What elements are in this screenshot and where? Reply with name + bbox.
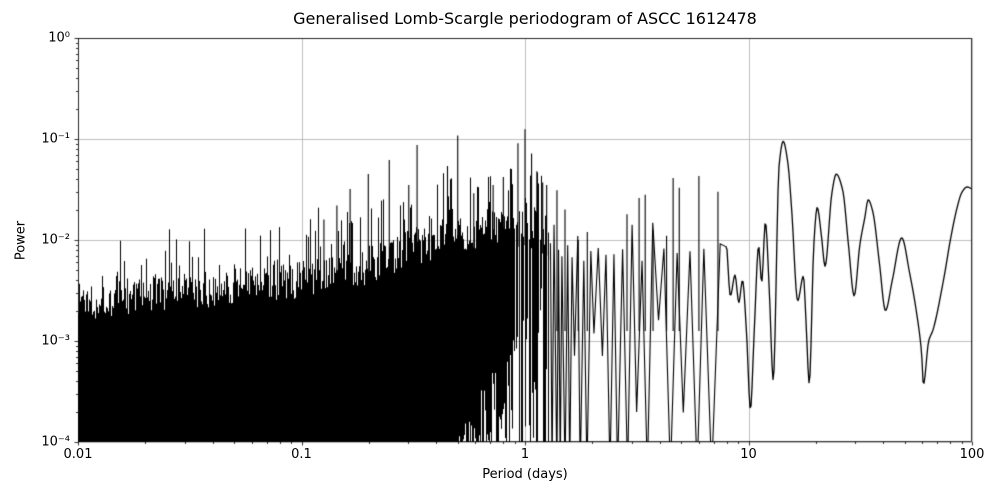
x-axis-label: Period (days) bbox=[482, 467, 568, 482]
x-tick-label-10: 10 bbox=[740, 447, 757, 462]
x-tick-label-1: 1 bbox=[520, 447, 530, 462]
y-tick-label-1e-2: 10⁻² bbox=[41, 232, 70, 248]
x-tick-label-100: 100 bbox=[959, 447, 985, 462]
x-tick-label-0.1: 0.1 bbox=[291, 447, 312, 462]
y-tick-label-1e-4: 10⁻⁴ bbox=[41, 434, 70, 450]
y-tick-label-1e-1: 10⁻¹ bbox=[41, 131, 70, 147]
y-tick-label-1e0: 10⁰ bbox=[48, 30, 70, 46]
chart-title: Generalised Lomb-Scargle periodogram of … bbox=[293, 9, 757, 28]
x-tick-label-0.01: 0.01 bbox=[63, 447, 93, 462]
y-tick-label-1e-3: 10⁻³ bbox=[41, 333, 70, 349]
